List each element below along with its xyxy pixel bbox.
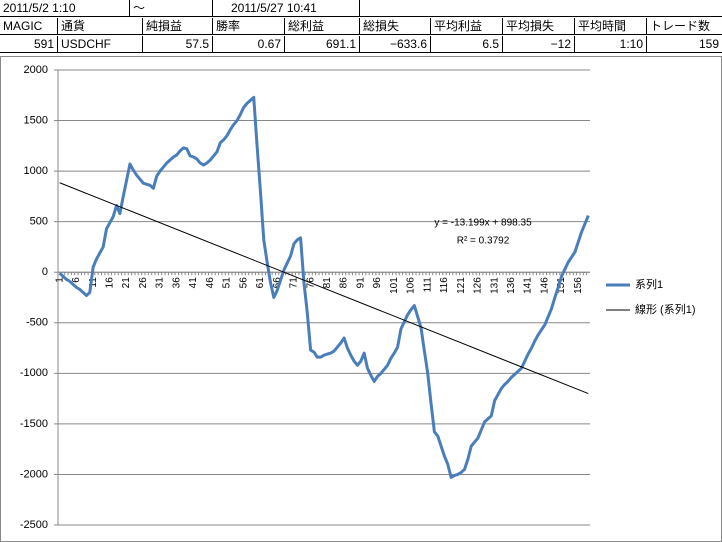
x-tick-label: 16 [105, 277, 116, 289]
x-tick-label: 96 [372, 277, 383, 289]
x-tick-label: 156 [573, 277, 584, 294]
empty-cell [360, 0, 722, 17]
y-tick-label: -1500 [20, 418, 48, 430]
table-cell: MAGIC [0, 18, 58, 35]
x-tick-label: 71 [289, 277, 300, 289]
x-tick-label: 126 [473, 277, 484, 294]
x-tick-label: 81 [322, 277, 333, 289]
table-cell: 総損失 [360, 18, 431, 35]
x-tick-label: 111 [422, 277, 433, 293]
y-tick-label: -2500 [20, 519, 48, 531]
series-line [58, 95, 590, 479]
x-tick-label: 106 [406, 277, 417, 294]
table-cell: 通貨 [58, 18, 143, 35]
table-cell: 勝率 [213, 18, 285, 35]
x-tick-label: 151 [556, 277, 567, 294]
x-tick-label: 101 [389, 277, 400, 294]
y-tick-label: 1500 [24, 114, 48, 126]
table-cell: 総利益 [285, 18, 360, 35]
x-tick-label: 21 [121, 277, 132, 289]
start-cell: 2011/5/2 1:10 [0, 0, 130, 17]
spreadsheet: 2011/5/2 1:10 ～ 2011/5/27 10:41 MAGIC 通貨純… [0, 0, 722, 56]
x-tick-label: 56 [238, 277, 249, 289]
end-cell: 2011/5/27 10:41 [213, 0, 360, 17]
x-tick-label: 26 [138, 277, 149, 289]
x-tick-label: 141 [523, 277, 534, 294]
y-tick-label: 0 [42, 266, 48, 278]
y-tick-label: -500 [26, 317, 48, 329]
table-cell: 平均利益 [431, 18, 503, 35]
trendline-equation: y = -13.199x + 898.35 [434, 218, 532, 229]
legend-label: 系列1 [635, 277, 663, 291]
x-tick-label: 1 [54, 277, 65, 283]
chart: -2500 -2000 -1500 -1000 -500 0 500 1000 1500 2000… [0, 56, 722, 542]
table-cell: −12 [503, 36, 575, 53]
x-tick-label: 121 [456, 277, 467, 294]
trendline-r2: R² = 0.3792 [457, 236, 510, 247]
table-cell: 6.5 [431, 36, 503, 53]
x-tick-label: 6 [71, 277, 82, 283]
table-cell: 57.5 [143, 36, 213, 53]
y-tick-label: 1000 [24, 165, 48, 177]
table-cell: −633.6 [360, 36, 431, 53]
x-tick-label: 51 [222, 277, 233, 289]
chart-area [0, 56, 722, 542]
x-tick-label: 131 [489, 277, 500, 294]
y-tick-label: 500 [30, 216, 48, 228]
x-tick-label: 11 [88, 277, 99, 288]
table-cell: トレード数 [647, 18, 722, 35]
table-cell: 平均損失 [503, 18, 575, 35]
table-cell: 純損益 [143, 18, 213, 35]
x-tick-label: 31 [155, 277, 166, 289]
table-cell: 平均時間 [575, 18, 647, 35]
table-cell: 159 [647, 36, 722, 53]
x-tick-label: 116 [439, 277, 450, 293]
table-cell: USDCHF [58, 36, 143, 53]
x-tick-label: 36 [171, 277, 182, 289]
x-tick-label: 61 [255, 277, 266, 289]
table-cell: 1:10 [575, 36, 647, 53]
x-tick-label: 146 [539, 277, 550, 294]
table-cell: 0.67 [213, 36, 285, 53]
separator-cell: ～ [130, 0, 213, 17]
table-cell: 591 [0, 36, 58, 53]
x-tick-label: 41 [188, 277, 199, 289]
y-tick-label: -2000 [20, 468, 48, 480]
x-tick-label: 86 [339, 277, 350, 289]
legend-label: 線形 (系列1) [635, 302, 696, 316]
x-tick-label: 136 [506, 277, 517, 294]
trendline [59, 182, 589, 395]
table-cell: 691.1 [285, 36, 360, 53]
x-tick-label: 66 [272, 277, 283, 289]
x-tick-label: 46 [205, 277, 216, 289]
x-tick-label: 91 [355, 277, 366, 289]
y-tick-label: 2000 [24, 64, 48, 76]
y-tick-label: -1000 [20, 367, 48, 379]
